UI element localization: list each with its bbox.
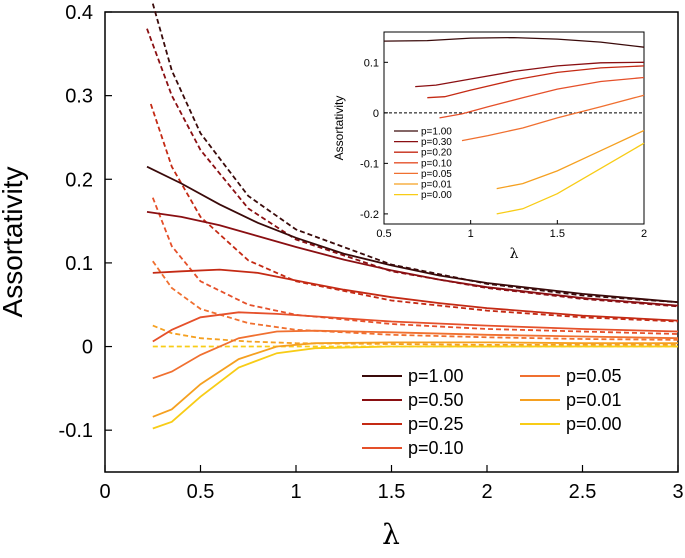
- main-x-tick-label-1: 0.5: [187, 481, 215, 503]
- inset-x-tick-label-0: 0.5: [376, 228, 391, 240]
- main-dashed-line-p=0.05: [152, 260, 679, 341]
- main-y-axis-label: Assortativity: [0, 167, 28, 318]
- inset-legend-label-6: p=0.00: [421, 190, 452, 201]
- main-legend-label-5: p=0.01: [566, 390, 622, 410]
- inset-x-tick-label-1: 1: [468, 228, 474, 240]
- main-y-tick-label-0: -0.1: [59, 420, 93, 442]
- inset-line-p=0.05: [461, 94, 645, 142]
- main-y-tick-label-4: 0.3: [65, 86, 93, 108]
- inset-line-p=1.00: [383, 36, 645, 48]
- main-solid-line-p=1.00: [146, 165, 679, 304]
- inset-legend-label-3: p=0.10: [421, 158, 452, 169]
- main-solid-line-p=0.10: [152, 311, 679, 343]
- main-solid-line-p=0.01: [152, 341, 678, 418]
- main-legend-label-3: p=0.10: [408, 438, 464, 458]
- main-dashed-line-p=0.50: [146, 28, 679, 308]
- inset-y-tick-label-2: 0: [373, 108, 379, 120]
- inset-x-tick-label-2: 1.5: [550, 228, 565, 240]
- inset-legend-label-0: p=1.00: [421, 127, 452, 138]
- inset-legend-label-4: p=0.05: [421, 169, 452, 180]
- inset-legend-label-2: p=0.20: [421, 148, 452, 159]
- main-legend-label-0: p=1.00: [408, 366, 464, 386]
- inset-y-tick-label-1: -0.1: [360, 158, 379, 170]
- main-y-tick-label-1: 0: [82, 337, 93, 359]
- inset-line-p=0.20: [427, 65, 645, 99]
- inset-plot-frame: [383, 31, 645, 225]
- inset-line-p=0.30: [415, 61, 645, 88]
- main-x-tick-label-5: 2.5: [569, 481, 597, 503]
- inset-y-axis-label: Assortativity: [332, 96, 346, 161]
- inset-line-p=0.00: [496, 142, 645, 215]
- inset-x-axis-label: λ: [510, 246, 519, 262]
- main-dashed-line-p=0.01: [152, 324, 678, 346]
- inset-y-tick-label-3: 0.1: [364, 57, 379, 69]
- main-legend-label-6: p=0.00: [566, 414, 622, 434]
- main-x-tick-label-2: 1: [290, 481, 301, 503]
- main-x-tick-label-3: 1.5: [378, 481, 406, 503]
- inset-legend-label-5: p=0.01: [421, 180, 452, 191]
- main-solid-line-p=0.25: [152, 268, 679, 322]
- main-dashed-line-p=0.10: [151, 197, 679, 335]
- main-legend-label-1: p=0.50: [408, 390, 464, 410]
- inset-y-tick-label-0: -0.2: [360, 209, 379, 221]
- inset-line-p=0.10: [439, 76, 645, 119]
- main-y-tick-label-3: 0.2: [65, 169, 93, 191]
- main-dashed-line-p=1.00: [151, 3, 679, 304]
- main-y-tick-label-5: 0.4: [65, 2, 93, 24]
- main-y-tick-label-2: 0.1: [65, 253, 93, 275]
- main-x-tick-label-0: 0: [99, 481, 110, 503]
- main-legend-label-4: p=0.05: [566, 366, 622, 386]
- inset-legend-label-1: p=0.30: [421, 137, 452, 148]
- inset-line-p=0.01: [496, 129, 645, 190]
- main-x-tick-label-6: 3: [672, 481, 683, 503]
- main-solid-line-p=0.00: [152, 345, 678, 430]
- inset-x-tick-label-3: 2: [641, 228, 647, 240]
- main-solid-line-p=0.05: [152, 329, 679, 380]
- main-x-tick-label-4: 2: [481, 481, 492, 503]
- main-x-axis-label: λ: [382, 518, 400, 551]
- main-legend-label-2: p=0.25: [408, 414, 464, 434]
- main-solid-line-p=0.50: [146, 211, 679, 307]
- main-plot-area: 0 0.5 1 1.5 2 2.5 3-0.100.10.20.30.4p=1.00p=0.…: [59, 2, 684, 503]
- inset-plot-area: 0.5 1 1.5 2-0.2-0.100.1p=1.00p=0.30p=0.20p=…: [360, 36, 647, 240]
